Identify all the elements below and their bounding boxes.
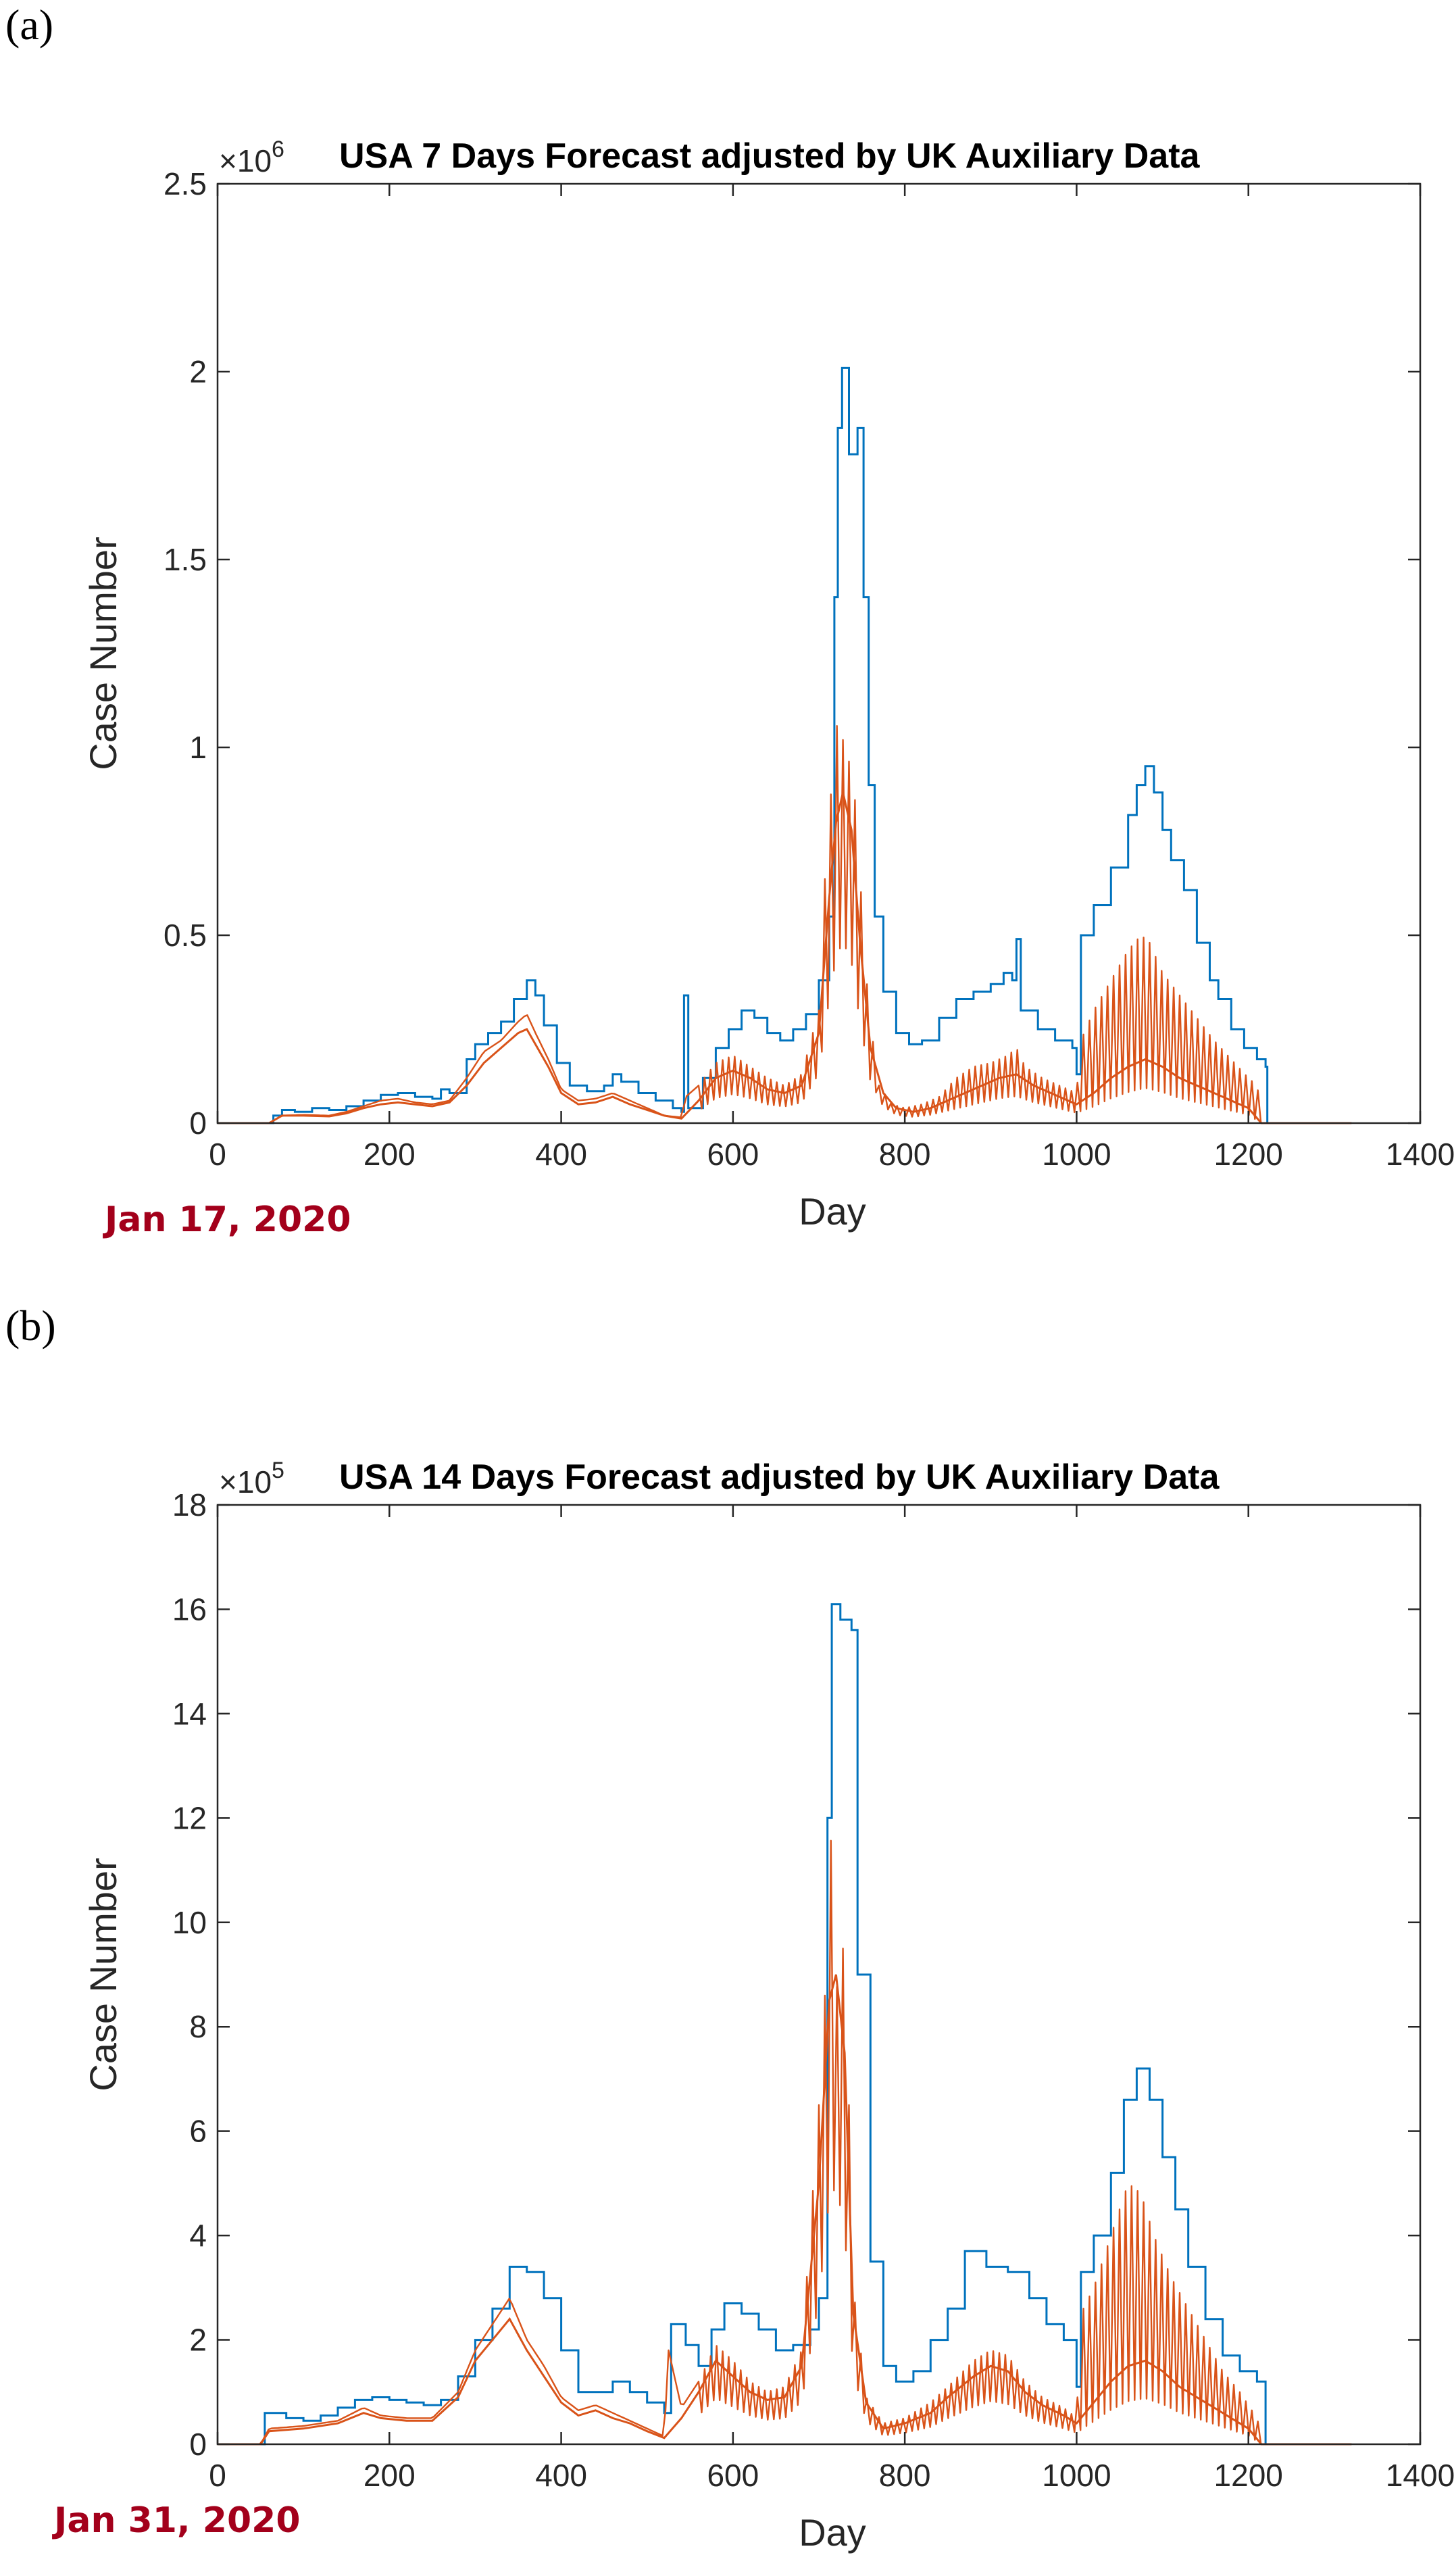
panel-label-a: (a) — [5, 1, 54, 49]
y-axis-exponent: ×106 — [219, 137, 284, 178]
y-tick-label: 8 — [189, 2009, 207, 2044]
y-tick-label: 6 — [189, 2114, 207, 2149]
x-tick-label: 800 — [879, 2458, 931, 2493]
series-forecast-envelope — [218, 1603, 1352, 2446]
chart-a: 0 200 400 600 800 1000 1200 1400 0 0.5 1 1.5 2 2.5 Day… — [82, 137, 1454, 1233]
y-tick-label: 10 — [172, 1905, 207, 1940]
date-label-b: Jan 31, 2020 — [54, 2500, 301, 2541]
x-tick-label: 1000 — [1042, 2458, 1111, 2493]
x-tick-label: 600 — [707, 2458, 759, 2493]
x-tick-label: 800 — [879, 1137, 931, 1172]
y-tick-label: 18 — [172, 1487, 207, 1522]
y-tick-label: 1 — [189, 730, 207, 765]
x-tick-label: 1000 — [1042, 1137, 1111, 1172]
y-axis-exponent: ×105 — [219, 1458, 284, 1500]
series-forecast-oscillating — [218, 1839, 1351, 2446]
x-tick-label: 0 — [209, 2458, 226, 2493]
date-label-a: Jan 17, 2020 — [105, 1199, 351, 1240]
x-tick-label: 1200 — [1214, 1137, 1283, 1172]
plot-area — [216, 1504, 1422, 2446]
x-tick-label: 1400 — [1386, 1137, 1454, 1172]
y-tick-label: 2.5 — [164, 166, 207, 201]
y-tick-label: 2 — [189, 2323, 207, 2358]
y-tick-label: 12 — [172, 1800, 207, 1835]
chart-title: USA 14 Days Forecast adjusted by UK Auxi… — [339, 1458, 1220, 1497]
panel-label-b: (b) — [5, 1302, 56, 1349]
x-axis-label: Day — [799, 1190, 866, 1233]
y-tick-label: 0 — [189, 2427, 207, 2462]
series-forecast-oscillating — [218, 725, 1351, 1124]
chart-title: USA 7 Days Forecast adjusted by UK Auxil… — [339, 137, 1201, 176]
y-tick-label: 14 — [172, 1696, 207, 1731]
chart-b: 0 200 400 600 800 1000 1200 1400 0 2 4 6 8 10 12 14 16 18… — [82, 1458, 1454, 2554]
y-tick-label: 16 — [172, 1591, 207, 1627]
y-axis-label: Case Number — [82, 537, 124, 770]
y-tick-label: 0.5 — [164, 918, 207, 953]
x-axis-label: Day — [799, 2511, 866, 2554]
x-tick-label: 400 — [535, 2458, 587, 2493]
x-tick-label: 200 — [364, 2458, 416, 2493]
y-tick-label: 2 — [189, 354, 207, 389]
x-tick-label: 0 — [209, 1137, 226, 1172]
y-tick-label: 0 — [189, 1106, 207, 1141]
series-forecast-envelope — [218, 366, 1352, 1124]
series-actual — [218, 1974, 1352, 2446]
x-tick-label: 400 — [535, 1137, 587, 1172]
x-tick-label: 1400 — [1386, 2458, 1454, 2493]
x-tick-label: 600 — [707, 1137, 759, 1172]
x-tick-label: 200 — [364, 1137, 416, 1172]
x-tick-label: 1200 — [1214, 2458, 1283, 2493]
y-tick-label: 1.5 — [164, 542, 207, 577]
y-axis-label: Case Number — [82, 1858, 124, 2091]
y-tick-label: 4 — [189, 2218, 207, 2253]
series-actual — [218, 792, 1352, 1124]
plot-area — [216, 182, 1422, 1124]
